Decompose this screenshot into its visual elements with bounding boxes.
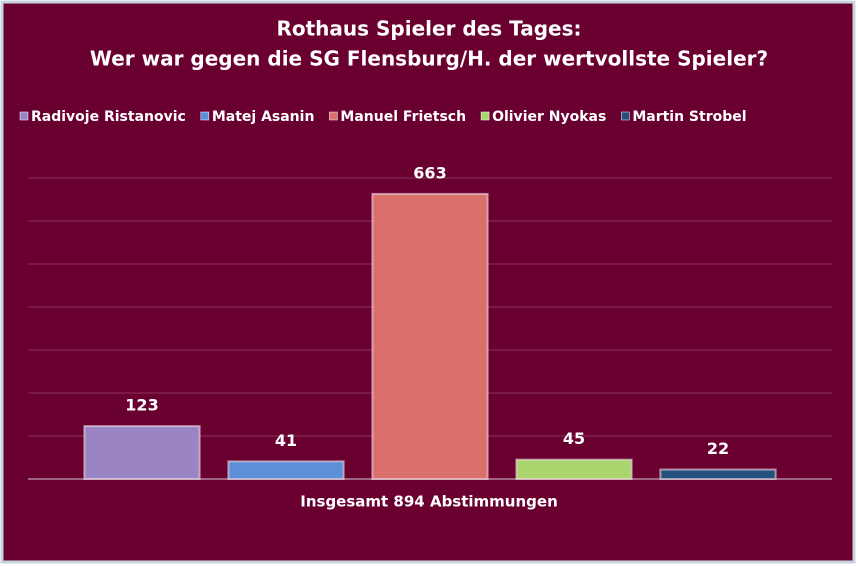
data-label: 123 [125,396,158,415]
legend-label: Matej Asanin [212,109,315,125]
bar [371,192,489,480]
legend-label: Martin Strobel [632,109,746,125]
bar [83,425,201,480]
data-label: 663 [413,163,446,182]
legend-label: Manuel Frietsch [340,109,466,125]
bar [515,458,633,480]
legend-label: Olivier Nyokas [492,109,606,125]
legend-swatch [480,111,490,121]
legend-swatch [621,111,630,121]
data-label: 22 [707,439,729,458]
data-label: 41 [275,431,297,450]
chart-title: Rothaus Spieler des Tages: [276,17,581,41]
legend-swatch [200,111,210,121]
chart-subtitle: Wer war gegen die SG Flensburg/H. der we… [90,47,768,71]
x-axis-label: Insgesamt 894 Abstimmungen [300,493,558,511]
data-label: 45 [563,429,585,448]
bar [227,460,345,480]
legend-label: Radivoje Ristanovic [31,109,186,125]
bar [659,468,777,481]
legend-swatch [19,111,29,121]
legend-swatch [329,111,338,121]
